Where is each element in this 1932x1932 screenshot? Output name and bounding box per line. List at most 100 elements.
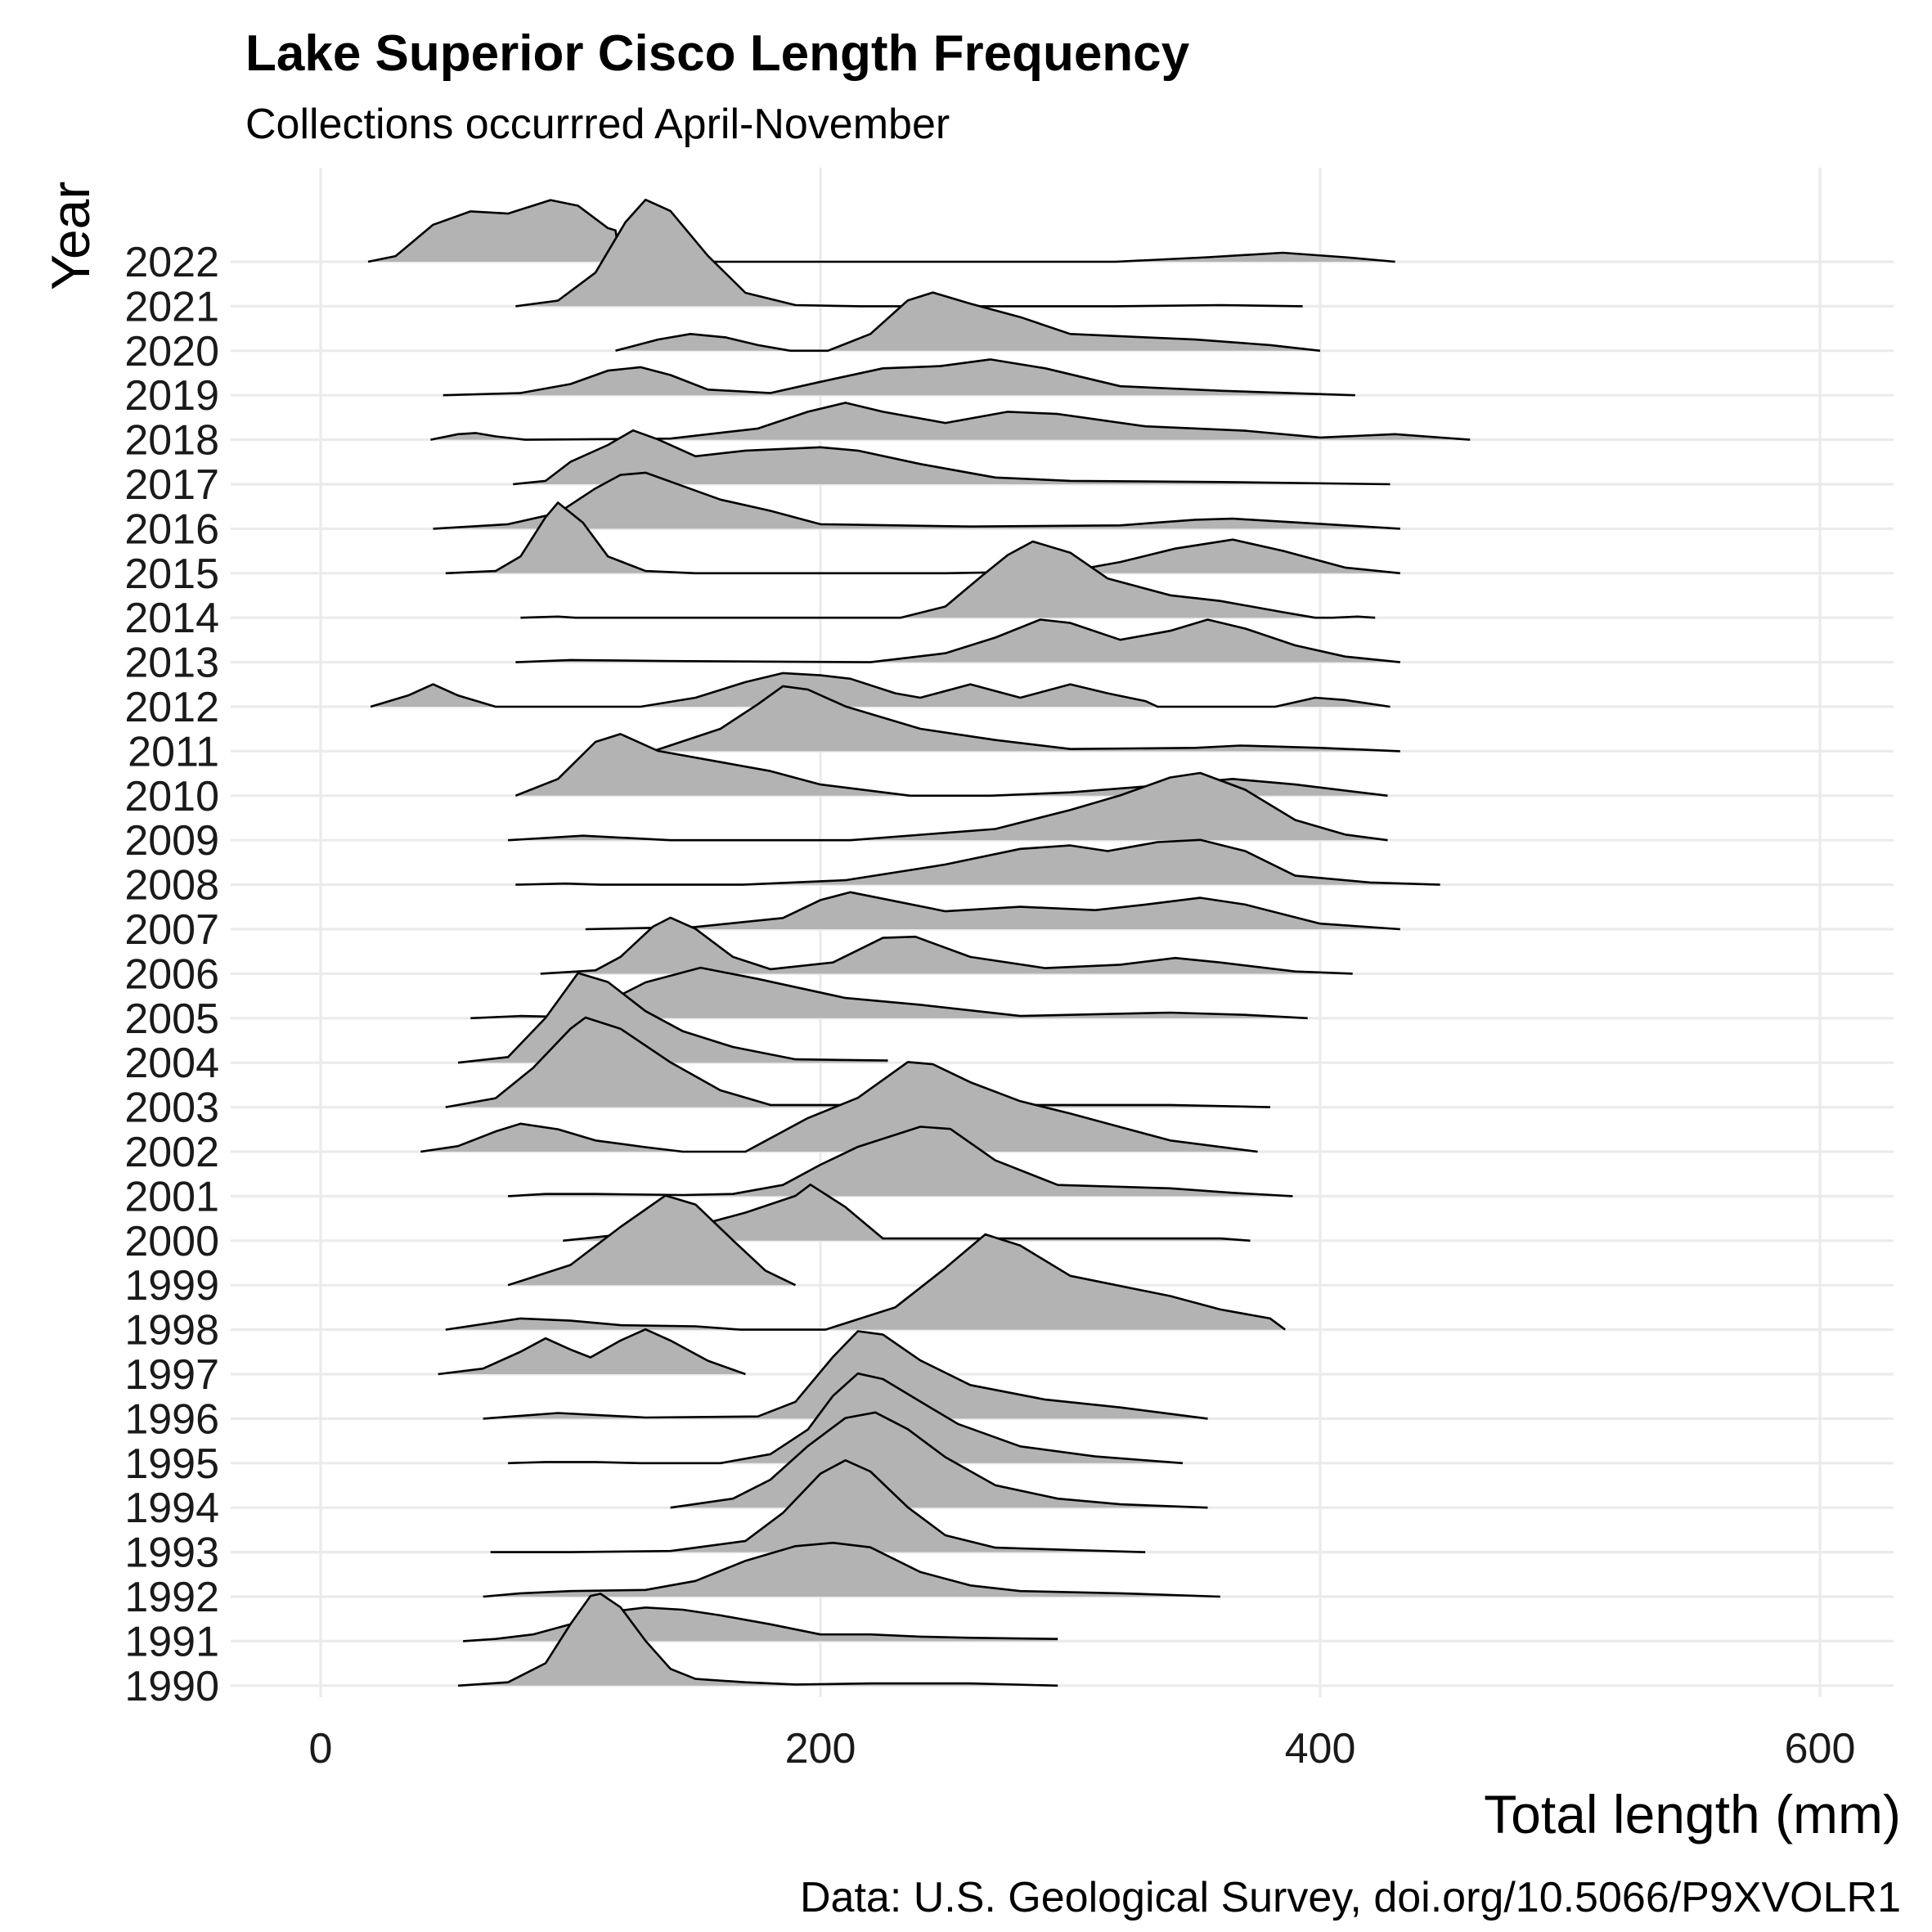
ridge-line [615, 291, 1321, 353]
ridge-line [445, 501, 1400, 575]
y-tick-label: 2008 [124, 862, 219, 910]
y-tick-label: 2015 [124, 550, 219, 598]
ridges-layer [367, 198, 1471, 1687]
y-tick-label: 1996 [124, 1395, 219, 1443]
ridge-fill [515, 839, 1440, 885]
y-tick-label: 2007 [124, 906, 219, 954]
ridge-line [515, 838, 1440, 886]
ridge-line [490, 1459, 1146, 1553]
ridge-2022 [367, 199, 1395, 263]
y-tick-label: 2011 [128, 728, 219, 775]
y-tick-label: 2006 [124, 950, 219, 998]
ridge-2020 [615, 291, 1321, 353]
ridge-fill [563, 1184, 1251, 1241]
ridge-line [443, 358, 1355, 397]
x-tick-label: 600 [1785, 1725, 1856, 1772]
ridge-line [508, 1372, 1184, 1465]
ridge-1993 [490, 1459, 1146, 1553]
ridge-fill [445, 1234, 1286, 1330]
y-tick-label: 2021 [124, 283, 219, 330]
y-tick-label: 2014 [124, 595, 219, 642]
ridge-line [515, 618, 1400, 663]
ridge-1992 [483, 1541, 1220, 1598]
y-tick-label: 2002 [124, 1129, 219, 1176]
ridge-fill [433, 472, 1400, 529]
ridge-2006 [540, 916, 1353, 975]
ridge-fill [430, 402, 1471, 440]
ridge-1991 [463, 1606, 1058, 1642]
chart-caption: Data: U.S. Geological Survey, doi.org/10… [799, 1874, 1901, 1921]
ridge-line [483, 1541, 1220, 1598]
x-tick-label: 200 [785, 1725, 856, 1772]
ridge-fill [463, 1607, 1058, 1642]
x-axis-label: Total length (mm) [1484, 1784, 1901, 1844]
ridge-line [463, 1606, 1058, 1642]
ridge-line [507, 1194, 797, 1287]
ridge-line [508, 1126, 1293, 1197]
y-tick-label: 2009 [124, 817, 219, 865]
ridge-2017 [513, 429, 1391, 486]
ridge-line [483, 1330, 1208, 1420]
ridge-fill [368, 200, 1395, 262]
ridge-2021 [515, 198, 1303, 308]
ridge-1994 [670, 1411, 1208, 1509]
ridge-fill [371, 672, 1391, 707]
ridge-line [585, 891, 1400, 931]
y-tick-label: 2019 [124, 372, 219, 420]
y-tick-label: 2016 [124, 505, 219, 553]
y-tick-label: 2000 [124, 1218, 219, 1265]
y-axis-label: Year [40, 181, 101, 290]
y-tick-label: 2017 [124, 461, 219, 509]
ridge-fill [445, 502, 1400, 573]
ridge-fill [508, 773, 1388, 841]
ridge-line [515, 198, 1303, 308]
y-tick-label: 2020 [124, 328, 219, 375]
ridge-fill [520, 541, 1376, 618]
y-tick-labels: 2022202120202019201820172016201520142013… [124, 239, 219, 1710]
ridge-fill [508, 1195, 796, 1286]
ridge-1990 [457, 1593, 1058, 1687]
ridge-line [520, 540, 1376, 619]
ridge-2016 [433, 471, 1400, 530]
y-tick-label: 1995 [124, 1440, 219, 1488]
ridge-fill [420, 1062, 1258, 1152]
ridge-line [457, 972, 888, 1064]
ridge-fill [615, 292, 1320, 351]
ridge-fill [443, 359, 1355, 396]
y-tick-label: 2022 [124, 239, 219, 286]
ridge-line [670, 1411, 1208, 1509]
ridge-line [445, 1233, 1286, 1331]
y-tick-label: 2018 [124, 417, 219, 465]
y-tick-label: 1991 [124, 1618, 219, 1665]
ridge-fill [515, 734, 1388, 796]
ridge-2019 [443, 358, 1355, 397]
ridge-1997 [438, 1328, 746, 1376]
ridge-2015 [445, 501, 1400, 575]
ridge-fill [585, 892, 1400, 929]
chart-subtitle: Collections occurrred April-November [245, 101, 950, 148]
y-tick-label: 1998 [124, 1307, 219, 1355]
ridge-1996 [483, 1330, 1208, 1420]
ridge-1999 [507, 1194, 797, 1287]
ridge-line [433, 471, 1400, 530]
ridge-line [457, 1593, 1058, 1687]
x-tick-label: 400 [1285, 1725, 1356, 1772]
ridge-2014 [520, 540, 1376, 619]
ridge-line [430, 402, 1471, 441]
ridge-line [513, 429, 1391, 486]
ridge-fill [670, 1412, 1208, 1508]
chart-title: Lake Superior Cisco Length Frequency [245, 25, 1190, 82]
ridge-2008 [515, 838, 1440, 886]
y-tick-label: 1994 [124, 1485, 219, 1532]
x-tick-labels: 0 200 400 600 [309, 1725, 1856, 1772]
ridge-line [438, 1328, 746, 1376]
ridge-fill [490, 1460, 1146, 1552]
y-tick-label: 2005 [124, 995, 219, 1043]
ridge-1998 [445, 1233, 1286, 1331]
ridge-line [367, 199, 1395, 263]
ridge-2018 [430, 402, 1471, 441]
ridge-fill [483, 1543, 1220, 1597]
ridge-fill [540, 917, 1353, 974]
ridge-line [652, 685, 1400, 753]
